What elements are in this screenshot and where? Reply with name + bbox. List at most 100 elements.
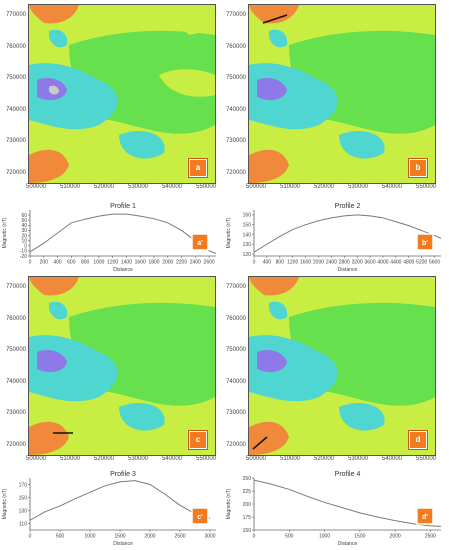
y-tick-label: 175 (243, 515, 252, 521)
x-tick-label: 800 (276, 260, 285, 266)
magnetic-map-c (29, 277, 215, 455)
profile-title: Profile 3 (110, 471, 136, 478)
map-x-tick: 520000 (313, 184, 335, 190)
profile-chart-1: 60 50 40 30 20 10 0 -10 -20 0 200 400 600 800 1000 1200… (0, 200, 224, 273)
map-y-tick: 770000 (5, 12, 26, 18)
x-tick-label: 4000 (377, 260, 388, 266)
y-tick-label: 140 (243, 232, 252, 238)
x-tick-label: 2800 (339, 260, 350, 266)
x-tick-label: 1500 (354, 534, 365, 540)
map-x-tick: 510000 (279, 184, 301, 190)
map-x-tick: 530000 (347, 456, 369, 462)
x-axis-label: Distance (113, 541, 133, 547)
y-tick-label: 130 (19, 508, 28, 514)
x-tick-label: 2400 (190, 260, 201, 266)
map-x-tick: 520000 (93, 184, 115, 190)
map-y-tick: 760000 (225, 43, 246, 50)
y-tick-label: 60 (21, 213, 27, 219)
y-axis-label: Magnetic (nT) (2, 217, 8, 248)
map-y-tick: 770000 (225, 12, 246, 18)
map-x-tick: 550000 (415, 456, 437, 462)
map-x-tick: 510000 (59, 456, 81, 462)
map-panel-c: c (28, 276, 216, 456)
map-x-tick: 550000 (415, 184, 437, 190)
profile-chart-2: 160 150 140 130 120 0 400 800 1200 1600 2000 2400 28… (224, 200, 449, 273)
map-y-tick: 740000 (5, 106, 26, 113)
y-tick-label: -10 (20, 249, 27, 255)
y-tick-label: 10 (21, 238, 27, 244)
map-panel-a: a (28, 4, 216, 184)
map-x-tick: 530000 (127, 184, 149, 190)
x-tick-label: 500 (285, 534, 294, 540)
x-tick-label: 1500 (114, 534, 125, 540)
profile-title: Profile 4 (335, 471, 361, 478)
y-tick-label: 150 (243, 222, 252, 228)
map-y-tick: 750000 (5, 75, 26, 82)
map-x-tick: 500000 (245, 456, 267, 462)
profile-plot: 250 225 200 175 1500 500 1000 1500 2000 2500 Profi… (226, 471, 442, 547)
profile-badge-box (416, 233, 434, 251)
x-axis-label: Distance (113, 267, 133, 273)
map-x-tick: 540000 (381, 184, 403, 190)
map-y-tick: 740000 (225, 378, 246, 385)
x-tick-label: 3200 (352, 260, 363, 266)
map-x-tick: 510000 (59, 184, 81, 190)
map-y-tick: 730000 (225, 138, 246, 145)
y-tick-label: 0 (24, 244, 27, 250)
magnetic-map-a (29, 5, 215, 183)
y-tick-label: 250 (243, 476, 252, 482)
map-x-tick: 540000 (381, 456, 403, 462)
x-tick-label: 1000 (319, 534, 330, 540)
profile-badge-box (191, 507, 209, 525)
map-x-tick: 550000 (195, 184, 217, 190)
y-tick-label: -20 (20, 254, 27, 260)
map-y-tick: 730000 (5, 138, 26, 145)
map-y-tick: 760000 (5, 315, 26, 322)
x-tick-label: 1800 (148, 260, 159, 266)
map-panel-d: d (248, 276, 436, 456)
y-axis-label: Magnetic (nT) (226, 488, 232, 519)
x-tick-label: 400 (53, 260, 62, 266)
x-tick-label: 1000 (93, 260, 104, 266)
map-x-tick: 500000 (25, 184, 47, 190)
x-tick-label: 1400 (121, 260, 132, 266)
panel-label-badge-c: c (189, 431, 207, 449)
profile-chart-3: 170 150 130 110 0 500 1000 1500 2000 2500 3000 Prof… (0, 468, 224, 547)
magnetic-map-b (249, 5, 435, 183)
profile-badge-box (416, 507, 434, 525)
y-axis-label: Magnetic (nT) (2, 488, 8, 519)
map-y-tick: 720000 (225, 442, 246, 448)
profile-plot: 170 150 130 110 0 500 1000 1500 2000 2500 3000 Prof… (2, 471, 216, 547)
profile-badge-box (191, 233, 209, 251)
map-y-tick: 750000 (225, 75, 246, 82)
x-tick-label: 500 (56, 534, 65, 540)
map-x-tick: 520000 (313, 456, 335, 462)
x-tick-label: 1200 (287, 260, 298, 266)
map-x-tick: 530000 (347, 184, 369, 190)
profile-series-line (29, 213, 217, 254)
y-tick-label: 50 (21, 218, 27, 224)
map-y-tick: 750000 (225, 347, 246, 354)
map-y-tick: 770000 (225, 284, 246, 290)
map-y-tick: 770000 (5, 284, 26, 290)
map-y-tick: 720000 (5, 170, 26, 176)
y-tick-label: 150 (19, 495, 28, 501)
x-tick-label: 0 (253, 260, 256, 266)
map-y-tick: 760000 (225, 315, 246, 322)
map-y-tick: 740000 (225, 106, 246, 113)
panel-label-badge-d: d (409, 431, 427, 449)
profile-series-line (253, 214, 442, 253)
x-tick-label: 2500 (174, 534, 185, 540)
map-x-tick: 520000 (93, 456, 115, 462)
y-tick-label: 110 (19, 521, 27, 527)
x-tick-label: 3000 (204, 534, 215, 540)
x-axis-label: Distance (338, 267, 358, 273)
y-tick-label: 40 (21, 223, 27, 229)
x-axis-label: Distance (338, 541, 358, 547)
x-tick-label: 0 (253, 534, 256, 540)
x-tick-label: 2000 (390, 534, 401, 540)
x-tick-label: 2000 (313, 260, 324, 266)
map-y-tick: 740000 (5, 378, 26, 385)
